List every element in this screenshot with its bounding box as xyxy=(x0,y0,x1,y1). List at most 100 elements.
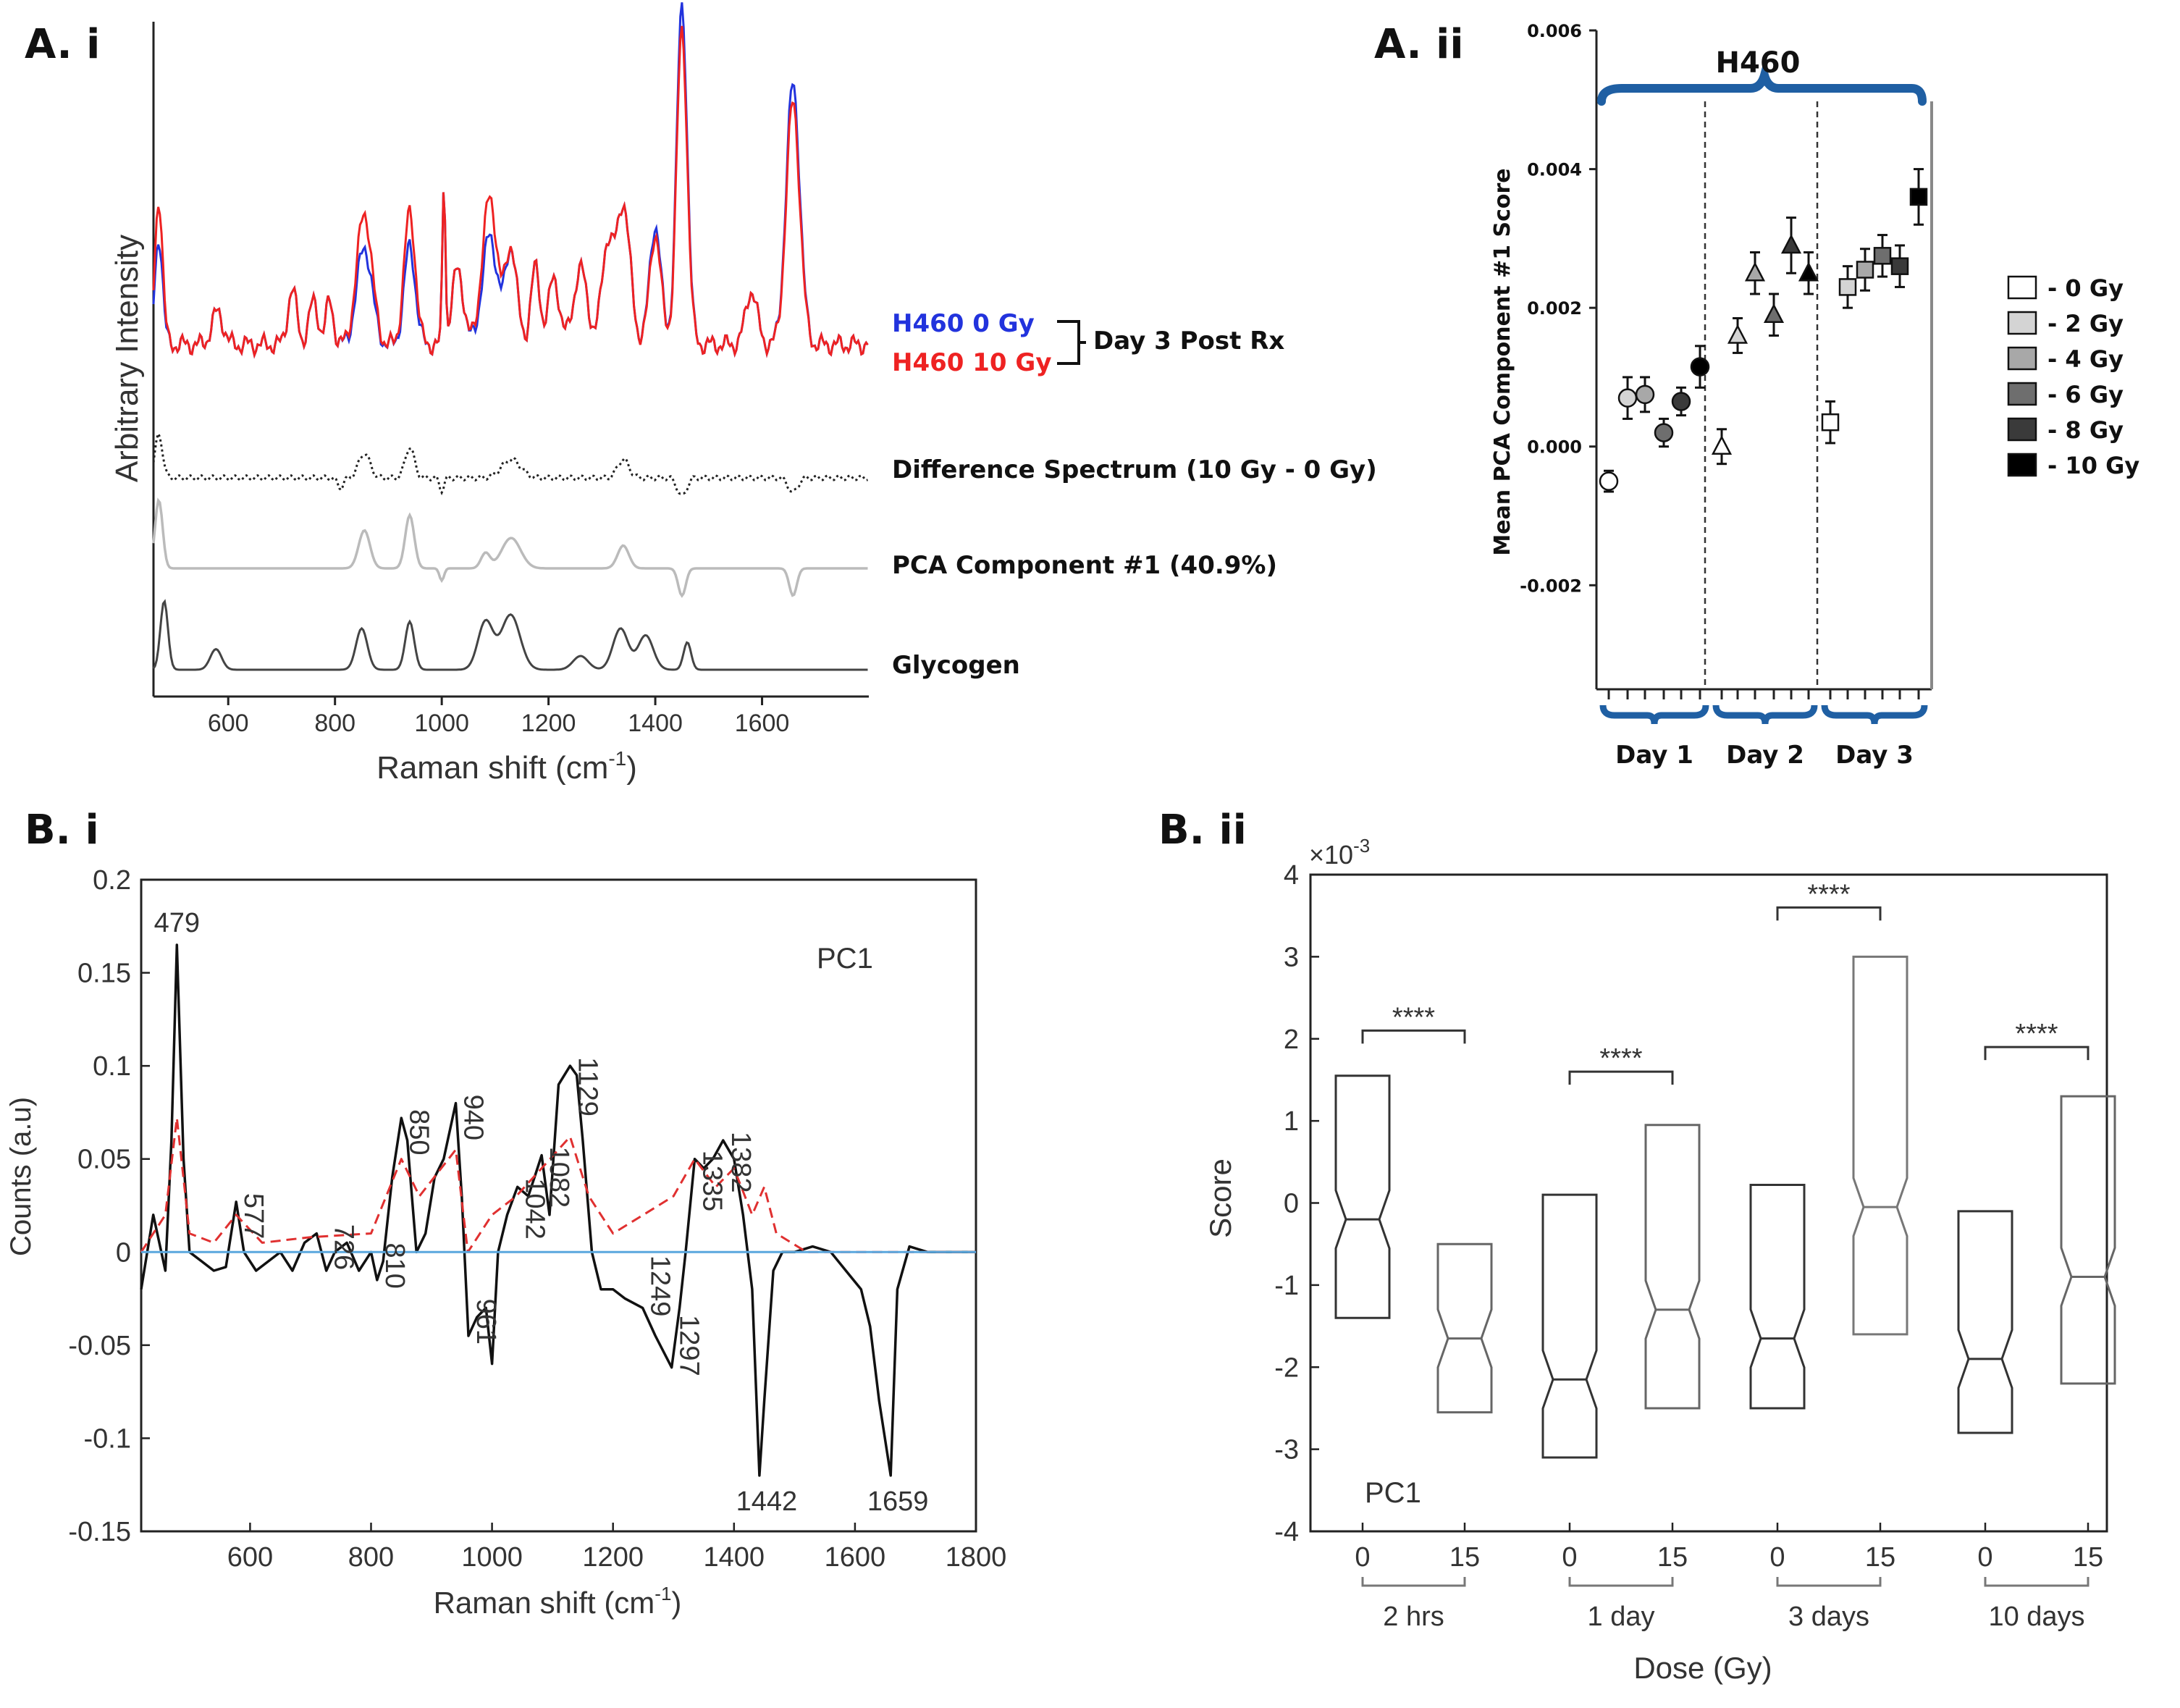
b-ii-y-tick-label: 0 xyxy=(1284,1189,1299,1219)
b-ii-y-tick-label: 1 xyxy=(1284,1106,1299,1137)
b-i-x-tick-label: 1400 xyxy=(704,1542,765,1573)
b-ii-box xyxy=(1334,1074,1391,1319)
b-ii-group-bracket xyxy=(1776,1577,1882,1587)
a-ii-legend-swatch xyxy=(2007,346,2037,371)
panel-label-a-i: A. i xyxy=(25,21,100,68)
a-i-x-ticks: 600 800 1000 1200 1400 1600 xyxy=(208,697,789,737)
a-ii-point xyxy=(1856,261,1874,279)
a-i-x-tick-label: 1400 xyxy=(628,710,683,737)
a-ii-group-label: Day 1 xyxy=(1615,741,1693,770)
a-i-x-tick-label: 600 xyxy=(208,710,249,737)
b-i-x-tick-label: 1600 xyxy=(825,1542,886,1573)
b-ii-group-bracket xyxy=(1984,1577,2089,1587)
b-ii-box xyxy=(2060,1095,2116,1385)
b-ii-group-label: 1 day xyxy=(1588,1602,1655,1632)
a-i-x-tick-label: 1200 xyxy=(521,710,576,737)
b-i-x-label: Raman shift (cm-1) xyxy=(434,1583,682,1620)
b-ii-box xyxy=(1644,1124,1701,1410)
b-i-y-tick-label: 0.2 xyxy=(93,865,131,896)
b-ii-box xyxy=(1436,1242,1493,1414)
b-ii-x-tick-label: 0 xyxy=(1562,1542,1577,1573)
b-ii-group-label: 3 days xyxy=(1788,1602,1869,1632)
b-i-peak-label: 1042 xyxy=(520,1178,550,1240)
a-ii-legend-swatch xyxy=(2007,417,2037,442)
b-i-peak-label: 479 xyxy=(154,908,200,938)
a-ii-title: H460 xyxy=(1716,46,1801,80)
b-ii-group-label: 10 days xyxy=(1988,1602,2084,1632)
b-i-series-mean xyxy=(140,1116,976,1253)
b-i-series-PC1 xyxy=(140,943,976,1477)
a-i-label-glycogen: Glycogen xyxy=(892,651,1020,680)
b-i-peak-label: 1249 xyxy=(645,1255,676,1317)
a-ii-group-brace xyxy=(1821,704,1928,725)
b-ii-y-tick-label: -4 xyxy=(1274,1517,1299,1547)
b-ii-y-label: Score xyxy=(1203,1158,1237,1238)
b-ii-significance-stars: **** xyxy=(2015,1019,2058,1049)
a-i-difference-spectrum xyxy=(152,430,868,496)
b-ii-box xyxy=(1852,955,1908,1336)
b-i-peak-label: 1335 xyxy=(696,1150,727,1212)
a-i-legend-10gy: H460 10 Gy xyxy=(892,348,1052,377)
b-ii-exponent: ×10-3 xyxy=(1309,835,1370,870)
a-ii-point xyxy=(1744,261,1766,282)
a-ii-point xyxy=(1798,261,1819,282)
a-ii-y-label: Mean PCA Component #1 Score xyxy=(1490,168,1515,555)
b-i-peak-label: 850 xyxy=(403,1109,434,1155)
a-ii-y-tick-label: 0.006 xyxy=(1527,21,1582,41)
a-i-x-tick-label: 800 xyxy=(314,710,355,737)
a-i-glycogen-spectrum xyxy=(152,599,868,671)
a-i-spectrum-0gy xyxy=(152,2,869,359)
b-i-peak-label: 1297 xyxy=(674,1315,704,1376)
b-ii-group-label: 2 hrs xyxy=(1383,1602,1444,1632)
a-i-y-label: Arbitrary Intensity xyxy=(109,235,145,482)
b-ii-x-tick-label: 15 xyxy=(2073,1542,2103,1573)
a-ii-legend-label: - 8 Gy xyxy=(2048,416,2124,444)
b-ii-y-tick-label: -3 xyxy=(1274,1435,1299,1465)
a-ii-plot: -0.002 0.000 0.002 0.004 0.006 Day 1 Day 2 Day … xyxy=(1520,21,1933,770)
a-ii-top-brace xyxy=(1597,59,1927,106)
panel-label-b-i: B. i xyxy=(25,807,99,854)
b-ii-y-tick-label: 2 xyxy=(1284,1025,1299,1055)
a-i-label-pca: PCA Component #1 (40.9%) xyxy=(892,551,1277,580)
b-i-peak-label: 726 xyxy=(329,1224,359,1270)
b-i-peak-label: 1082 xyxy=(544,1147,574,1208)
a-ii-point xyxy=(1890,257,1909,275)
b-ii-significance-bracket xyxy=(1568,1070,1674,1085)
a-i-x-tick-label: 1000 xyxy=(414,710,469,737)
b-i-y-tick-label: -0.1 xyxy=(84,1423,131,1454)
a-ii-legend: - 0 Gy - 2 Gy - 4 Gy - 6 Gy - 8 Gy - 10 Gy xyxy=(2007,274,2139,479)
b-ii-x-tick-label: 0 xyxy=(1769,1542,1785,1573)
a-ii-group-brace xyxy=(1599,704,1709,725)
b-ii-box xyxy=(1749,1184,1806,1410)
a-ii-point xyxy=(1909,188,1928,206)
a-i-spectrum-10gy xyxy=(152,25,869,359)
b-ii-box xyxy=(1957,1210,2013,1434)
panel-b-i: B. i 600 800 1000 1200 1400 1600 1800 -0.15 -0.1… xyxy=(5,807,1006,1620)
b-i-annotation: PC1 xyxy=(817,943,873,975)
a-i-x-label: Raman shift (cm-1) xyxy=(376,747,637,786)
b-i-peak-label: 1442 xyxy=(736,1486,798,1517)
b-ii-y-tick-label: 4 xyxy=(1284,860,1299,891)
a-ii-point xyxy=(1763,303,1785,323)
a-ii-point xyxy=(1654,423,1674,442)
a-ii-y-tick-label: 0.000 xyxy=(1527,437,1582,458)
a-ii-y-tick-label: 0.002 xyxy=(1527,298,1582,319)
a-ii-legend-label: - 6 Gy xyxy=(2048,381,2124,408)
b-i-x-tick-label: 1800 xyxy=(946,1542,1007,1573)
b-i-x-tick-label: 1200 xyxy=(582,1542,644,1573)
b-i-peak-label: 1659 xyxy=(867,1486,929,1517)
a-ii-point xyxy=(1617,388,1638,408)
b-ii-significance-bracket xyxy=(1984,1046,2089,1061)
b-i-y-tick-label: -0.05 xyxy=(68,1331,131,1361)
a-ii-y-tick-label: -0.002 xyxy=(1520,576,1582,596)
a-ii-legend-label: - 4 Gy xyxy=(2048,345,2124,373)
a-i-pca-component xyxy=(152,497,868,598)
a-ii-legend-swatch xyxy=(2007,311,2037,335)
a-ii-point xyxy=(1635,384,1655,405)
b-ii-annotation: PC1 xyxy=(1365,1477,1421,1509)
b-ii-significance-stars: **** xyxy=(1807,879,1850,909)
a-ii-legend-swatch xyxy=(2007,382,2037,406)
b-i-y-tick-label: 0.05 xyxy=(77,1145,131,1175)
